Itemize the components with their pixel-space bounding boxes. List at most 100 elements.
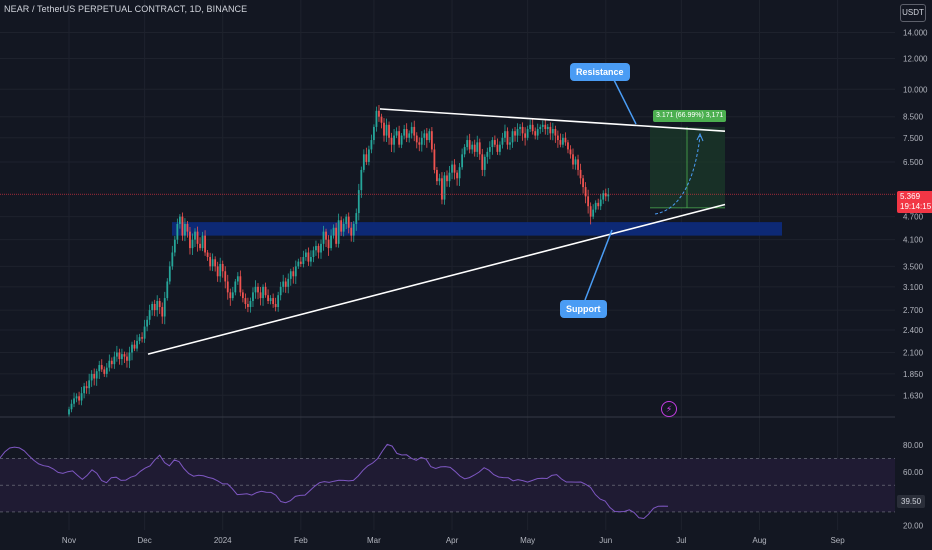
candle	[423, 129, 426, 146]
candle	[385, 118, 388, 143]
candle	[156, 295, 159, 317]
support-line	[147, 203, 726, 355]
price-tick-label: 7.500	[903, 134, 924, 143]
candle	[267, 289, 269, 304]
candle	[294, 260, 297, 285]
candle	[80, 386, 83, 406]
candle	[365, 147, 368, 165]
candle	[163, 291, 166, 325]
candle	[524, 127, 527, 146]
candle	[589, 202, 592, 225]
candle	[433, 143, 436, 174]
candle	[88, 373, 91, 395]
candle	[501, 132, 504, 149]
candle	[131, 341, 133, 361]
candle	[516, 123, 519, 143]
candle	[511, 128, 514, 148]
candle	[383, 118, 385, 142]
price-tick-label: 1.630	[903, 391, 924, 400]
candle	[408, 130, 411, 143]
candle	[75, 393, 78, 403]
candle	[551, 122, 554, 141]
candle	[166, 278, 169, 301]
candle	[514, 127, 516, 142]
price-tick-label: 6.500	[903, 158, 924, 167]
candle	[438, 173, 441, 186]
candle	[239, 270, 242, 297]
candle	[320, 239, 322, 259]
candle	[176, 218, 179, 244]
candle	[330, 229, 332, 251]
candle	[226, 274, 229, 300]
candle	[536, 123, 539, 140]
candle	[380, 113, 383, 129]
candle	[531, 118, 534, 135]
candle	[274, 297, 277, 312]
candle	[395, 127, 398, 139]
last-price-value: 5.369	[900, 192, 921, 201]
candle	[367, 145, 370, 166]
candle	[262, 284, 264, 306]
candle	[544, 119, 547, 135]
candle	[252, 287, 254, 308]
candle	[173, 235, 176, 257]
rsi-pane: 80.00 60.00 20.00	[0, 441, 924, 530]
candle	[559, 133, 562, 148]
candle	[277, 291, 280, 312]
candle	[297, 258, 300, 269]
price-axis[interactable]: 14.000 12.000 10.000 8.500 7.500 6.500 4.700 4.…	[903, 29, 928, 401]
time-axis[interactable]: Nov Dec 2024 Feb Mar Apr May Jun Jul Aug Sep	[62, 536, 845, 545]
candle	[247, 297, 249, 313]
candle	[448, 166, 451, 188]
candle	[141, 332, 143, 343]
candle	[486, 147, 489, 164]
candle	[284, 277, 287, 293]
price-tick-label: 3.500	[903, 262, 924, 271]
candle	[302, 250, 305, 268]
candle	[304, 249, 307, 261]
candle	[73, 392, 75, 408]
candle	[70, 399, 73, 413]
candle	[95, 368, 98, 386]
candle	[436, 166, 438, 186]
candle	[123, 351, 126, 364]
candle	[322, 225, 325, 251]
candle	[269, 295, 272, 305]
candle	[478, 138, 481, 160]
symbol-title[interactable]: NEAR / TetherUS PERPETUAL CONTRACT, 1D, …	[4, 4, 248, 14]
candle	[491, 137, 494, 155]
candle	[151, 301, 154, 316]
candle	[287, 273, 290, 294]
candle	[428, 128, 431, 143]
candle	[186, 221, 189, 238]
candle	[476, 135, 479, 158]
candle	[604, 188, 607, 202]
candle	[430, 127, 433, 153]
currency-button[interactable]: USDT	[900, 4, 926, 22]
candle	[574, 156, 577, 170]
candle	[337, 213, 340, 248]
candle	[458, 163, 461, 187]
time-tick-label: Sep	[830, 536, 845, 545]
candle	[400, 133, 403, 149]
candle	[506, 127, 509, 150]
candle	[567, 139, 569, 154]
candle	[597, 198, 600, 210]
time-tick-label: Aug	[752, 536, 766, 545]
candle	[509, 136, 511, 150]
candle	[272, 293, 275, 308]
candle	[146, 316, 149, 332]
time-tick-label: Jun	[599, 536, 612, 545]
candle	[468, 133, 471, 154]
price-tick-label: 4.700	[903, 213, 924, 222]
lightning-icon[interactable]: ⚡	[661, 401, 677, 417]
candle	[171, 245, 174, 270]
candle	[579, 163, 582, 185]
candle	[415, 132, 418, 149]
rsi-tick-label: 80.00	[903, 441, 924, 450]
resistance-line	[379, 108, 726, 132]
candle	[221, 260, 224, 278]
candle	[315, 240, 317, 256]
candle	[310, 250, 312, 267]
